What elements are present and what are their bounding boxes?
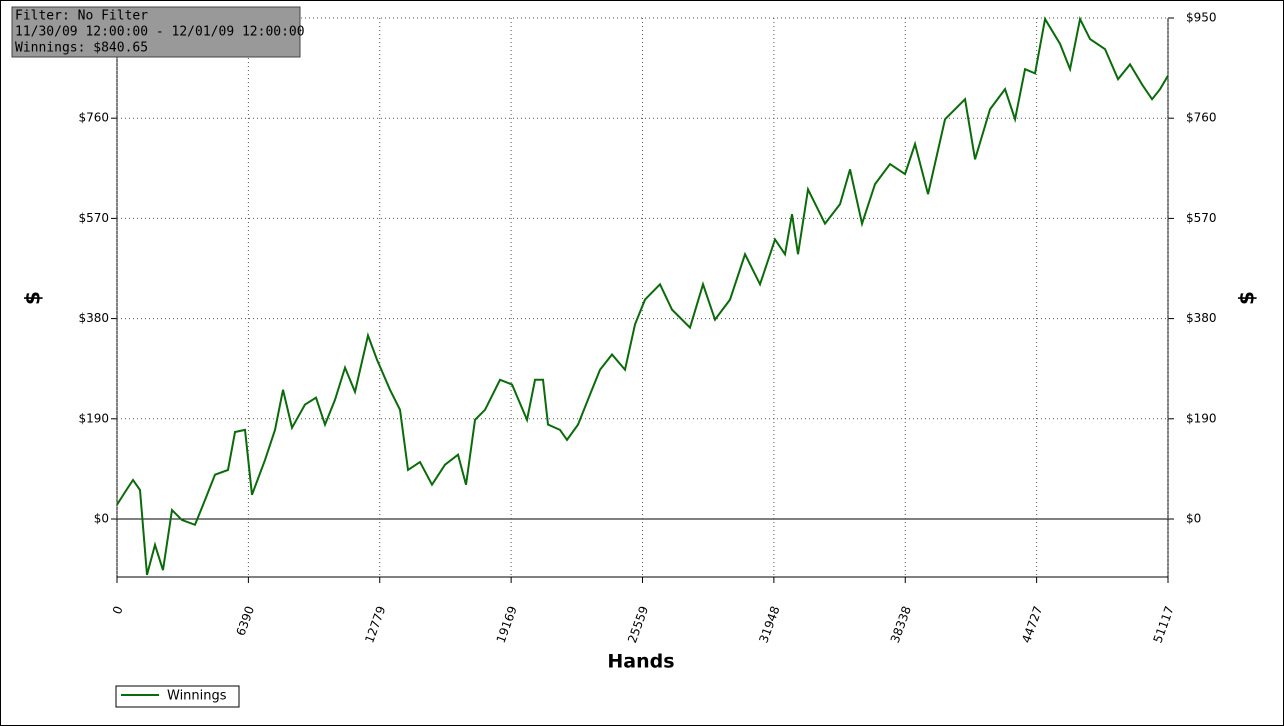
x-tick-label: 0 <box>110 604 126 616</box>
y-axis-label: $ <box>21 291 45 305</box>
y2-tick-label: $380 <box>1186 311 1217 325</box>
legend <box>115 685 240 708</box>
y-tick-label: $760 <box>78 111 109 125</box>
series-line <box>116 15 1169 576</box>
y2-tick-label: $950 <box>1186 11 1217 25</box>
info-winnings: Winnings: $840.65 <box>15 41 148 56</box>
x-axis-label: Hands <box>607 651 674 673</box>
info-box <box>11 6 301 58</box>
y-tick-label: $190 <box>78 411 109 425</box>
y-tick-label: $380 <box>78 311 109 325</box>
y2-tick-label: $0 <box>1186 511 1201 525</box>
y2-tick-label: $570 <box>1186 211 1217 225</box>
y2-axis-label: $ <box>1235 291 1259 305</box>
y-tick-label: $0 <box>94 511 109 525</box>
y2-tick-label: $190 <box>1186 411 1217 425</box>
y-tick-label: $570 <box>78 211 109 225</box>
info-filter: Filter: No Filter <box>15 9 148 24</box>
y2-tick-label: $760 <box>1186 111 1217 125</box>
info-range: 11/30/09 12:00:00 - 12/01/09 12:00:00 <box>15 25 305 40</box>
legend-label: Winnings <box>167 689 227 704</box>
